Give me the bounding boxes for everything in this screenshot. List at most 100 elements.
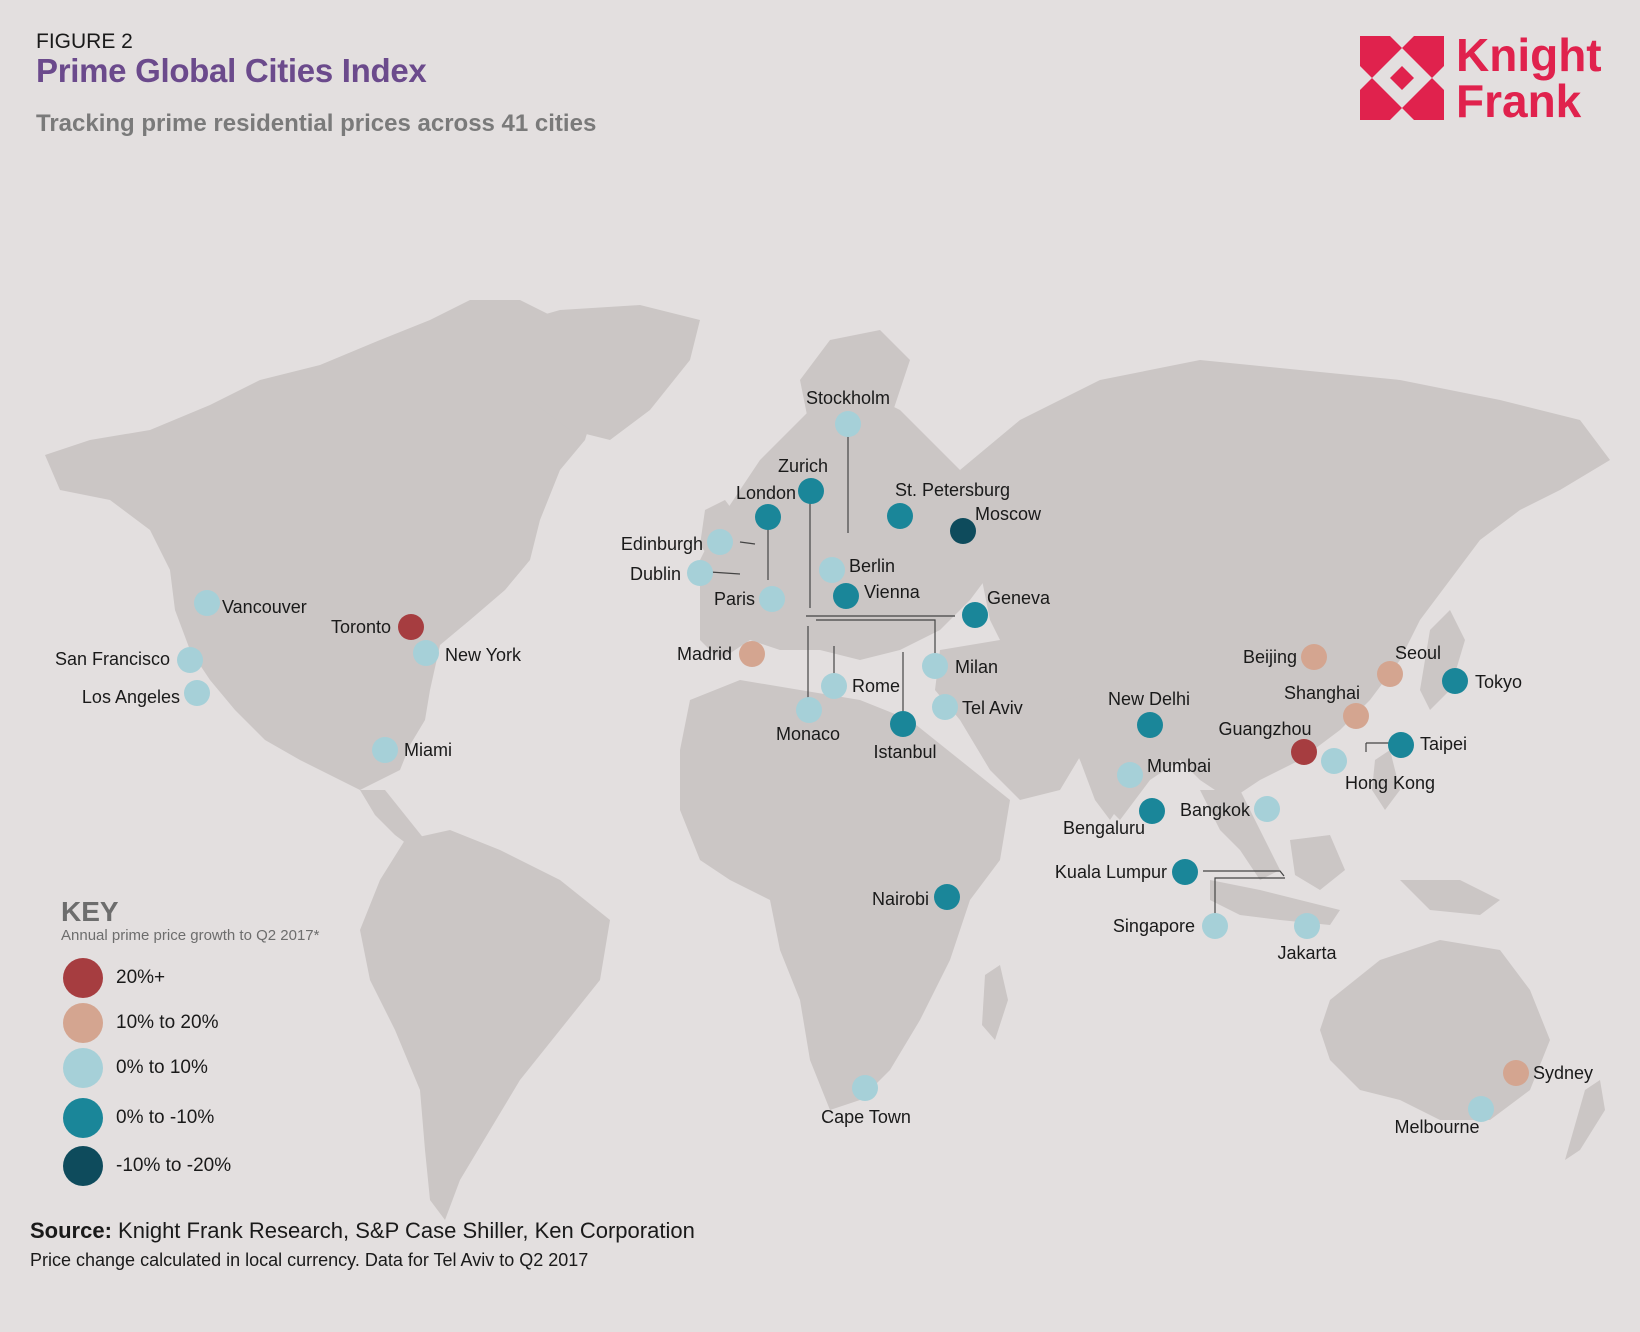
city-marker-geneva[interactable] (962, 602, 988, 628)
city-marker-stockholm[interactable] (835, 411, 861, 437)
city-label-toronto: Toronto (331, 617, 391, 637)
footnote: Price change calculated in local currenc… (30, 1250, 589, 1270)
city-label-edinburgh: Edinburgh (621, 534, 703, 554)
city-label-london: London (736, 483, 796, 503)
key-swatch (63, 1003, 103, 1043)
city-marker-st-petersburg[interactable] (887, 503, 913, 529)
continents (45, 300, 1610, 1220)
city-marker-london[interactable] (755, 504, 781, 530)
city-marker-guangzhou[interactable] (1291, 739, 1317, 765)
city-label-jakarta: Jakarta (1277, 943, 1337, 963)
source-line: Source: Knight Frank Research, S&P Case … (30, 1218, 695, 1244)
key-item: 20%+ (63, 958, 165, 998)
key-item: 10% to 20% (63, 1003, 218, 1043)
key-item: 0% to -10% (63, 1098, 214, 1138)
key-swatch (63, 1048, 103, 1088)
key-title: KEY (61, 896, 119, 927)
city-marker-vienna[interactable] (833, 583, 859, 609)
city-label-singapore: Singapore (1113, 916, 1195, 936)
city-marker-tokyo[interactable] (1442, 668, 1468, 694)
leader-singapore (1214, 877, 1285, 926)
city-label-hong-kong: Hong Kong (1345, 773, 1435, 793)
city-marker-madrid[interactable] (739, 641, 765, 667)
logo-line-1: Knight (1456, 29, 1602, 81)
city-label-madrid: Madrid (677, 644, 732, 664)
scandinavia (800, 330, 910, 460)
city-marker-cape-town[interactable] (852, 1075, 878, 1101)
city-marker-berlin[interactable] (819, 557, 845, 583)
key-label: 0% to -10% (116, 1107, 215, 1128)
city-label-zurich: Zurich (778, 456, 828, 476)
south-america (360, 830, 610, 1220)
key-label: -10% to -20% (116, 1155, 232, 1176)
city-label-vancouver: Vancouver (222, 597, 307, 617)
page-subtitle: Tracking prime residential prices across… (36, 110, 597, 137)
city-marker-miami[interactable] (372, 737, 398, 763)
city-marker-dublin[interactable] (687, 560, 713, 586)
city-label-miami: Miami (404, 740, 452, 760)
new-guinea (1400, 880, 1500, 915)
city-marker-istanbul[interactable] (890, 711, 916, 737)
key-subtitle: Annual prime price growth to Q2 2017* (61, 927, 320, 944)
city-marker-seoul[interactable] (1377, 661, 1403, 687)
city-marker-sydney[interactable] (1503, 1060, 1529, 1086)
city-marker-hong-kong[interactable] (1321, 748, 1347, 774)
city-label-geneva: Geneva (987, 588, 1051, 608)
africa (680, 680, 1010, 1110)
city-marker-jakarta[interactable] (1294, 913, 1320, 939)
city-markers: Vancouver San Francisco Los Angeles Toronto… (55, 388, 1593, 1137)
city-marker-vancouver[interactable] (194, 590, 220, 616)
key-item: -10% to -20% (63, 1146, 231, 1186)
key-label: 20%+ (116, 967, 166, 988)
city-marker-zurich[interactable] (798, 478, 824, 504)
city-marker-moscow[interactable] (950, 518, 976, 544)
source-label: Source: (30, 1218, 112, 1243)
city-marker-bengaluru[interactable] (1139, 798, 1165, 824)
city-marker-milan[interactable] (922, 653, 948, 679)
city-label-dublin: Dublin (630, 564, 681, 584)
city-marker-melbourne[interactable] (1468, 1096, 1494, 1122)
city-marker-mumbai[interactable] (1117, 762, 1143, 788)
city-marker-toronto[interactable] (398, 614, 424, 640)
knight-frank-logo: Knight Frank (1360, 32, 1602, 126)
key-swatch (63, 958, 103, 998)
city-marker-paris[interactable] (759, 586, 785, 612)
city-label-tokyo: Tokyo (1475, 672, 1522, 692)
leader-milan (816, 619, 936, 664)
logo-wordmark: Knight Frank (1456, 32, 1602, 124)
page-title: Prime Global Cities Index (36, 52, 427, 89)
city-marker-kuala-lumpur[interactable] (1172, 859, 1198, 885)
leader-lines (709, 424, 1390, 926)
city-marker-beijing[interactable] (1301, 644, 1327, 670)
city-marker-new-delhi[interactable] (1137, 712, 1163, 738)
city-label-tel-aviv: Tel Aviv (962, 698, 1023, 718)
key-swatch (63, 1098, 103, 1138)
madagascar (982, 965, 1008, 1040)
city-label-bangkok: Bangkok (1180, 800, 1251, 820)
city-label-melbourne: Melbourne (1394, 1117, 1479, 1137)
city-label-kuala-lumpur: Kuala Lumpur (1055, 862, 1167, 882)
city-marker-new-york[interactable] (413, 640, 439, 666)
city-marker-edinburgh[interactable] (707, 529, 733, 555)
city-marker-san-francisco[interactable] (177, 647, 203, 673)
city-label-shanghai: Shanghai (1284, 683, 1360, 703)
city-label-mumbai: Mumbai (1147, 756, 1211, 776)
city-label-los-angeles: Los Angeles (82, 687, 180, 707)
city-label-nairobi: Nairobi (872, 889, 929, 909)
city-marker-singapore[interactable] (1202, 913, 1228, 939)
city-marker-shanghai[interactable] (1343, 703, 1369, 729)
city-marker-tel-aviv[interactable] (932, 694, 958, 720)
city-marker-monaco[interactable] (796, 697, 822, 723)
leader-dublin (709, 571, 741, 575)
city-label-guangzhou: Guangzhou (1218, 719, 1311, 739)
city-marker-nairobi[interactable] (934, 884, 960, 910)
city-label-istanbul: Istanbul (873, 742, 936, 762)
city-marker-rome[interactable] (821, 673, 847, 699)
city-label-st-petersburg: St. Petersburg (895, 480, 1010, 500)
city-label-sydney: Sydney (1533, 1063, 1593, 1083)
city-label-monaco: Monaco (776, 724, 840, 744)
city-marker-los-angeles[interactable] (184, 680, 210, 706)
australia (1320, 940, 1550, 1120)
city-marker-bangkok[interactable] (1254, 796, 1280, 822)
city-marker-taipei[interactable] (1388, 732, 1414, 758)
